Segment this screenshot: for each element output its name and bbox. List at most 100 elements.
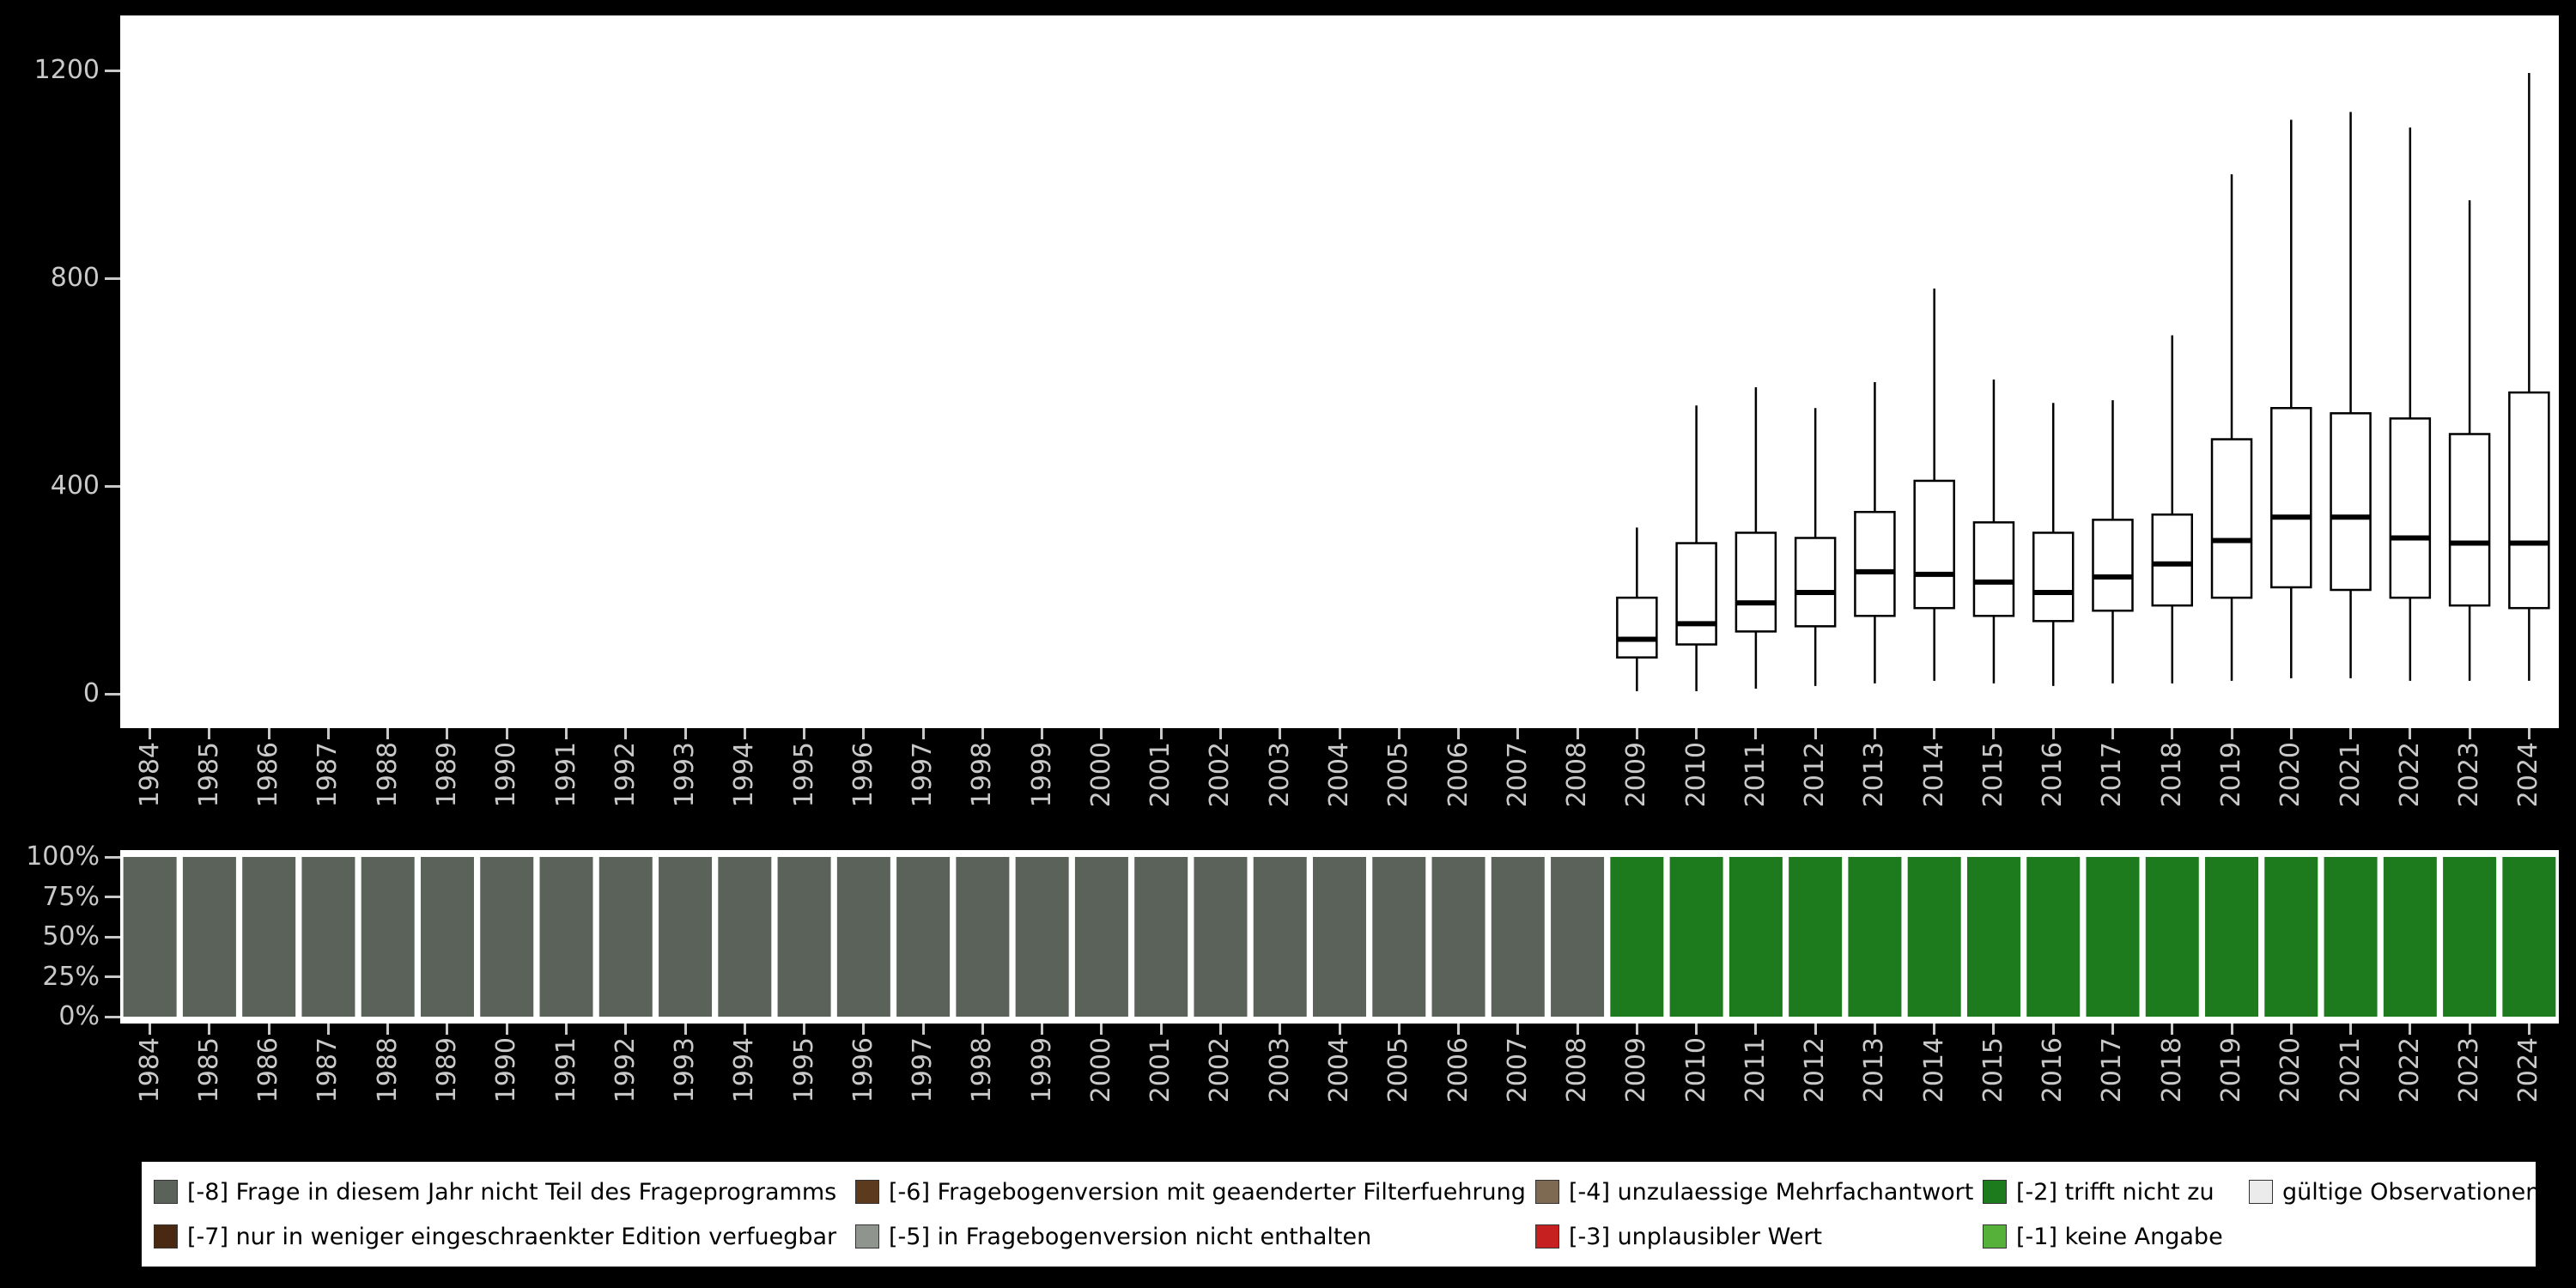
bar-segment-1989 [420, 857, 474, 1017]
bar-year-label: 2013 [1859, 1037, 1890, 1103]
boxplot-2012 [1794, 408, 1837, 686]
bar-year-label: 1989 [431, 1037, 462, 1103]
bar-year-label: 2022 [2394, 1037, 2425, 1103]
percent-tick-label: 50% [42, 921, 100, 951]
boxplot-year-tick-mark [1873, 728, 1876, 739]
bar-year-label: 1991 [550, 1037, 581, 1103]
bar-year-tick-mark [1814, 1024, 1817, 1035]
boxplot-year-label: 1998 [967, 742, 998, 808]
boxplot-year-tick-mark [683, 728, 687, 739]
bar-year-tick-mark [2468, 1024, 2471, 1035]
boxplot-year-tick-mark [803, 728, 806, 739]
boxplot-year-tick-mark [1576, 728, 1579, 739]
boxplot-year-label: 2010 [1680, 742, 1711, 808]
bar-year-label: 1993 [670, 1037, 701, 1103]
boxplot-year-label: 2022 [2394, 742, 2425, 808]
boxplot-2009 [1616, 527, 1658, 691]
box-iqr [2210, 438, 2253, 599]
boxplot-year-label: 1995 [788, 742, 819, 808]
boxplot-2013 [1854, 382, 1896, 683]
bar-year-label: 2008 [1562, 1037, 1593, 1103]
bar-year-label: 1997 [908, 1037, 939, 1103]
bar-segment-1997 [896, 857, 951, 1017]
bar-year-tick-mark [1992, 1024, 1996, 1035]
bar-year-tick-mark [505, 1024, 508, 1035]
bar-segment-2005 [1372, 857, 1426, 1017]
bar-segment-2002 [1194, 857, 1248, 1017]
boxplot-year-label: 2001 [1145, 742, 1176, 808]
bar-segment-2007 [1491, 857, 1545, 1017]
legend-item--6: [-6] Fragebogenversion mit geaenderter F… [855, 1179, 1535, 1206]
bar-year-tick-mark [1218, 1024, 1222, 1035]
bar-year-label: 2015 [1978, 1037, 2008, 1103]
legend-label--8: [-8] Frage in diesem Jahr nicht Teil des… [187, 1178, 837, 1206]
boxplot-year-label: 1993 [670, 742, 701, 808]
box-iqr [1794, 537, 1837, 628]
y-tick-mark [105, 692, 120, 696]
bar-year-tick-mark [149, 1024, 152, 1035]
boxplot-year-tick-mark [2171, 728, 2174, 739]
bar-year-tick-mark [2230, 1024, 2233, 1035]
boxplot-year-label: 2012 [1800, 742, 1831, 808]
bar-year-tick-mark [981, 1024, 984, 1035]
boxplot-year-tick-mark [326, 728, 330, 739]
boxplot-year-tick-mark [505, 728, 508, 739]
boxplot-year-tick-mark [2409, 728, 2412, 739]
boxplot-year-label: 1996 [848, 742, 878, 808]
bar-segment-2001 [1134, 857, 1188, 1017]
legend-label--3: [-3] unplausibler Wert [1569, 1223, 1823, 1250]
boxplot-2021 [2330, 112, 2372, 678]
bar-year-label: 1992 [610, 1037, 641, 1103]
boxplot-2023 [2448, 200, 2491, 681]
boxplot-year-tick-mark [446, 728, 449, 739]
boxplot-year-tick-mark [2230, 728, 2233, 739]
bar-year-tick-mark [1576, 1024, 1579, 1035]
bar-year-tick-mark [743, 1024, 746, 1035]
legend-swatch--3 [1535, 1224, 1559, 1249]
boxplot-year-label: 2009 [1621, 742, 1652, 808]
bar-year-tick-mark [565, 1024, 568, 1035]
bar-year-label: 2023 [2454, 1037, 2485, 1103]
boxplot-year-tick-mark [2289, 728, 2293, 739]
boxplot-year-tick-mark [267, 728, 270, 739]
bar-year-label: 1999 [1026, 1037, 1057, 1103]
bar-year-label: 2007 [1502, 1037, 1533, 1103]
legend-item--8: [-8] Frage in diesem Jahr nicht Teil des… [154, 1179, 855, 1206]
bar-segment-1991 [539, 857, 593, 1017]
bar-year-tick-mark [2349, 1024, 2353, 1035]
bar-segment-1984 [123, 857, 177, 1017]
legend-swatch--2 [1983, 1180, 2007, 1204]
bar-segment-2008 [1551, 857, 1605, 1017]
legend-swatch--5 [855, 1224, 879, 1249]
legend-item--1: [-1] keine Angabe [1983, 1224, 2249, 1250]
bar-segment-2019 [2205, 857, 2259, 1017]
boxplot-year-label: 1990 [491, 742, 522, 808]
bar-year-tick-mark [803, 1024, 806, 1035]
legend-item-valid: gültige Observationen [2249, 1179, 2540, 1206]
bar-year-label: 2019 [2216, 1037, 2247, 1103]
percent-tick-mark [105, 1015, 120, 1018]
bar-year-label: 1988 [372, 1037, 403, 1103]
legend-swatch-valid [2249, 1180, 2273, 1204]
bar-segment-2014 [1907, 857, 1961, 1017]
percent-tick-mark [105, 975, 120, 978]
boxplot-panel [120, 15, 2559, 728]
bar-year-tick-mark [1933, 1024, 1936, 1035]
bar-year-label: 2004 [1324, 1037, 1354, 1103]
bar-year-label: 1990 [491, 1037, 522, 1103]
boxplot-year-label: 2002 [1205, 742, 1236, 808]
legend-swatch--6 [855, 1180, 879, 1204]
y-tick-label: 0 [82, 678, 100, 708]
percent-bar-panel [120, 850, 2559, 1024]
boxplot-year-tick-mark [1218, 728, 1222, 739]
boxplot-year-label: 2005 [1383, 742, 1414, 808]
bar-segment-1988 [361, 857, 415, 1017]
boxplot-year-label: 2024 [2513, 742, 2544, 808]
percent-tick-label: 75% [42, 881, 100, 912]
legend-item--5: [-5] in Fragebogenversion nicht enthalte… [855, 1224, 1535, 1250]
bar-year-tick-mark [208, 1024, 211, 1035]
legend-label--6: [-6] Fragebogenversion mit geaenderter F… [889, 1178, 1526, 1206]
percent-tick-mark [105, 855, 120, 859]
bar-segment-2016 [2026, 857, 2081, 1017]
